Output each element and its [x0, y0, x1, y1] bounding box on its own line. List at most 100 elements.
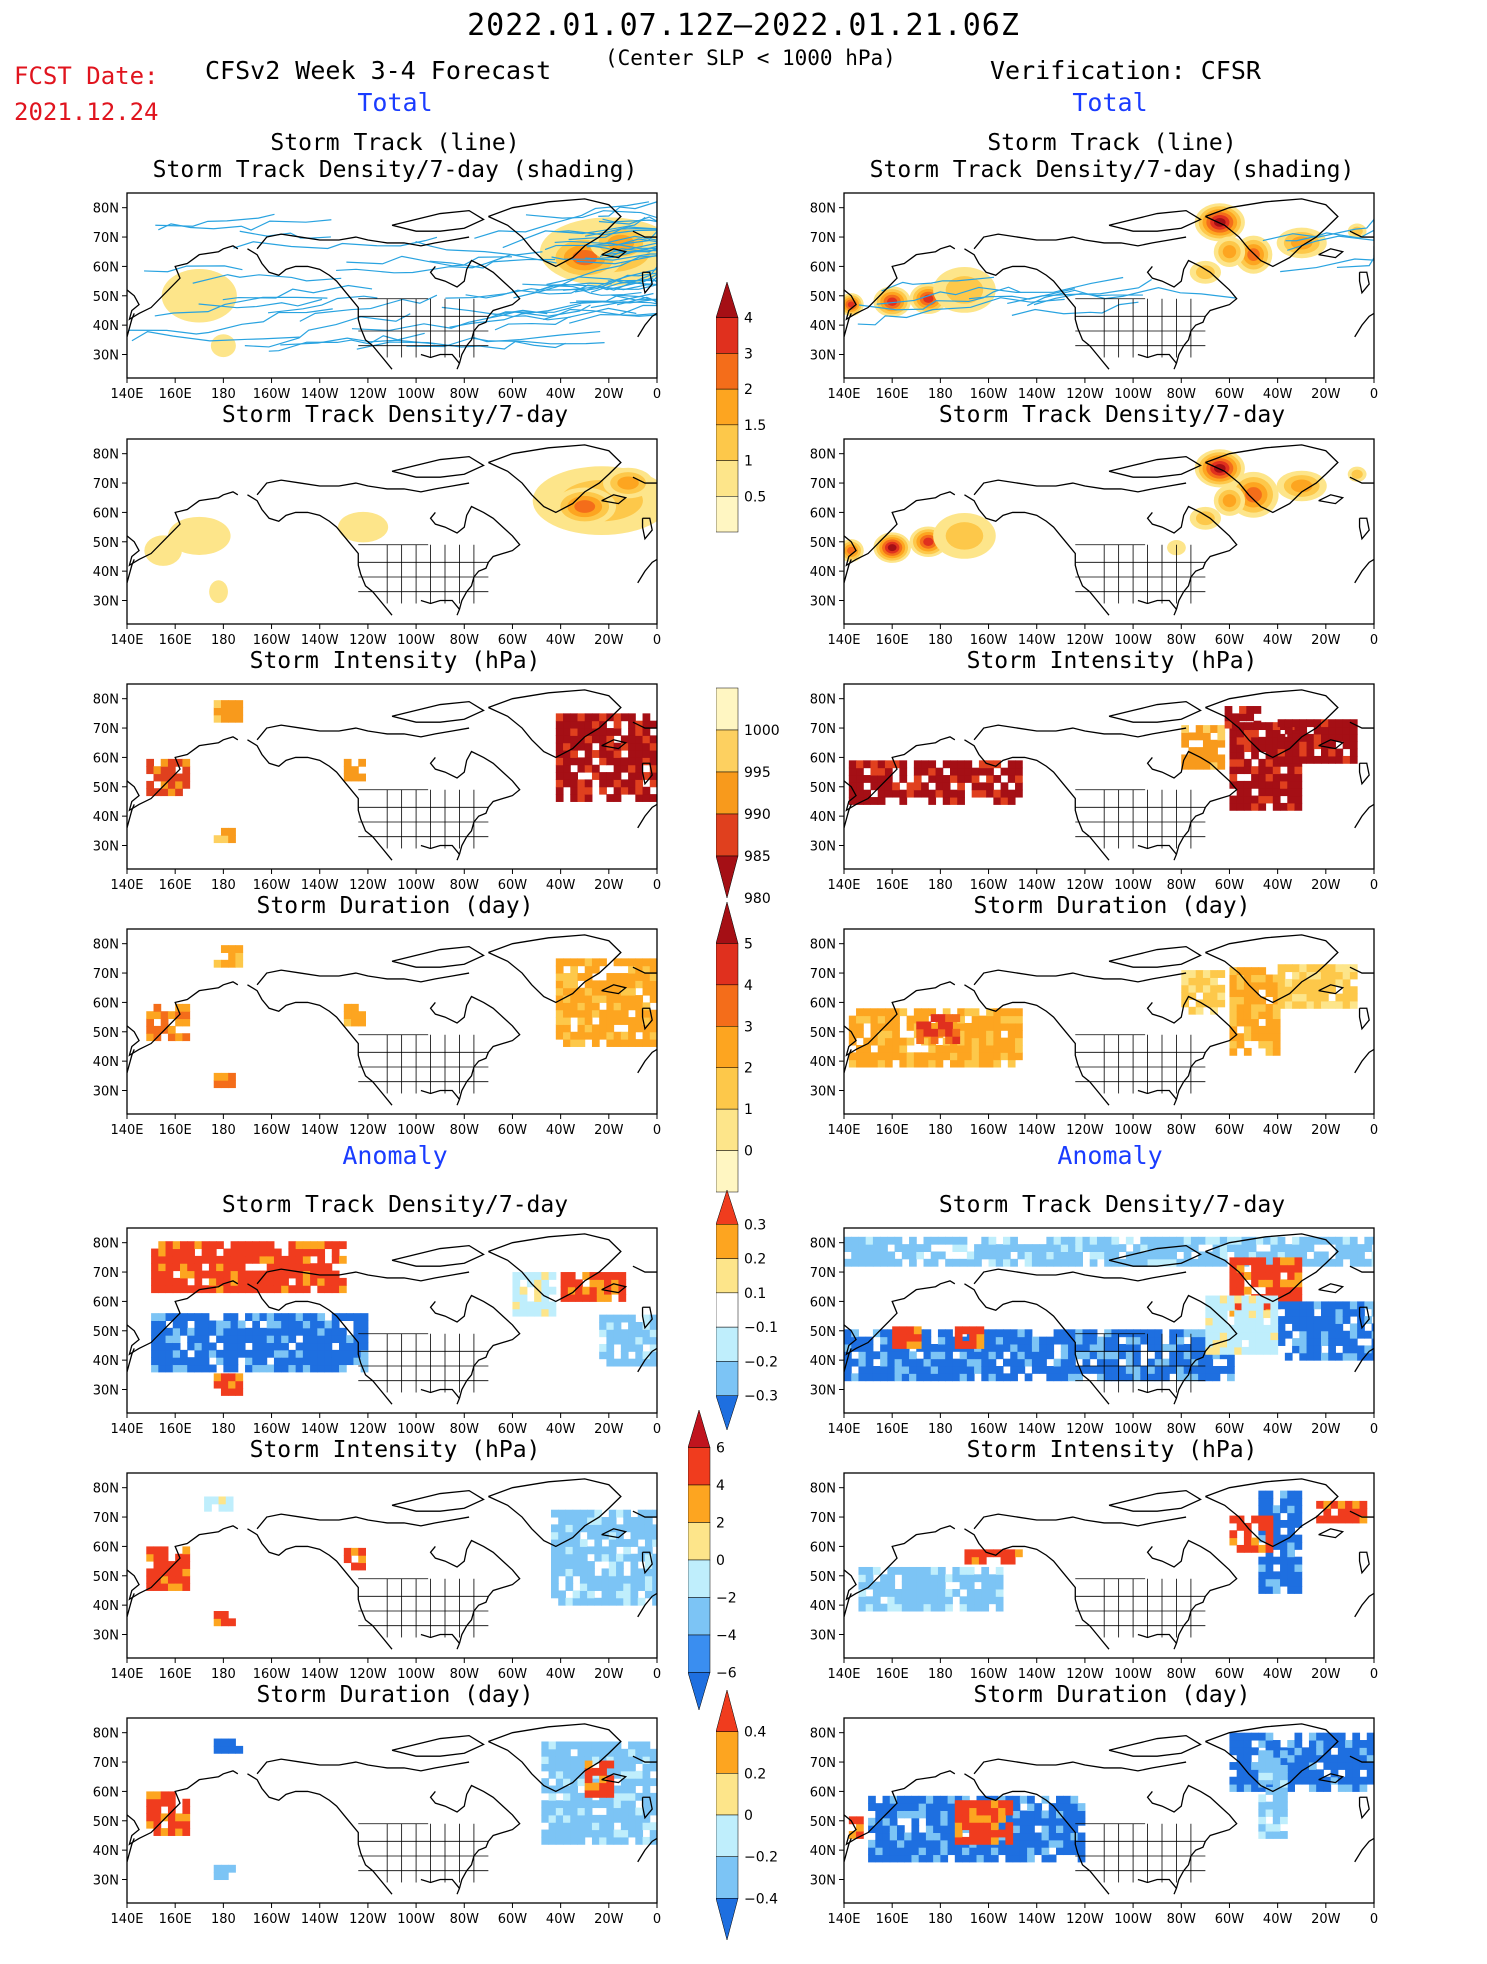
grid-cell	[1272, 1586, 1281, 1594]
grid-cell	[281, 1255, 289, 1264]
grid-cell	[1292, 1236, 1300, 1245]
grid-cell	[541, 1829, 550, 1838]
grid-cell	[635, 750, 644, 758]
grid-cell	[259, 1335, 268, 1344]
map-frame	[126, 1717, 658, 1904]
storm-track-line	[615, 270, 657, 293]
grid-cell	[1118, 1329, 1127, 1338]
grid-cell	[613, 1836, 622, 1845]
grid-cell	[1118, 1351, 1127, 1360]
grid-cell	[1190, 1343, 1199, 1352]
grid-cell	[880, 1603, 888, 1612]
grid-cell	[1205, 1258, 1214, 1267]
grid-cell	[1246, 713, 1255, 722]
grid-cell	[1068, 1244, 1076, 1252]
grid-cell	[1287, 1272, 1295, 1280]
grid-cell	[360, 1335, 369, 1344]
grid-cell	[1070, 1810, 1079, 1819]
lat-tick-label: 60N	[93, 260, 119, 275]
grid-cell	[620, 995, 629, 1003]
grid-cell	[572, 1524, 581, 1533]
grid-cell	[1236, 1003, 1245, 1012]
grid-cell	[563, 1778, 571, 1787]
grid-cell	[981, 1366, 990, 1374]
grid-cell	[606, 779, 615, 788]
grid-cell	[1236, 1784, 1245, 1792]
grid-cell	[1063, 1795, 1071, 1804]
grid-cell	[1342, 1352, 1351, 1361]
grid-cell	[1063, 1839, 1071, 1848]
coastline	[641, 271, 653, 295]
grid-cell	[901, 1596, 910, 1605]
grid-cell	[1258, 1522, 1267, 1531]
grid-cell	[1316, 1776, 1324, 1785]
grid-cell	[1265, 1279, 1274, 1288]
grid-cell	[642, 1336, 651, 1345]
grid-cell	[1277, 719, 1286, 728]
grid-cell	[1053, 1366, 1062, 1374]
grid-cell	[1294, 766, 1303, 775]
grid-cell	[1287, 1294, 1295, 1302]
storm-track-line	[346, 255, 513, 267]
grid-cell	[1277, 1330, 1286, 1339]
lon-tick-label: 160W	[253, 1667, 291, 1682]
lon-tick-label: 40W	[1263, 1123, 1293, 1138]
grid-cell	[1229, 967, 1238, 976]
lon-tick-label: 0	[1370, 387, 1378, 402]
grid-cell	[856, 1052, 864, 1061]
grid-cell	[642, 987, 651, 996]
grid-cell	[180, 1313, 188, 1321]
grid-cell	[880, 1581, 888, 1590]
grid-cell	[1046, 1258, 1055, 1267]
lon-tick-label: 100W	[1114, 387, 1152, 402]
grid-cell	[1176, 1366, 1185, 1374]
lat-tick-label: 50N	[93, 290, 119, 305]
grid-cell	[882, 1854, 891, 1863]
grid-cell	[916, 1021, 924, 1030]
grid-cell	[988, 1251, 997, 1260]
grid-cell	[1034, 1810, 1043, 1819]
lon-tick-label: 40W	[546, 1912, 576, 1927]
grid-cell	[589, 1286, 598, 1295]
grid-cell	[916, 1574, 924, 1583]
grid-cell	[930, 1028, 939, 1037]
storm-track-line	[598, 214, 657, 225]
grid-cell	[273, 1327, 282, 1336]
grid-cell	[913, 760, 922, 769]
grid-cell	[1005, 1854, 1014, 1863]
grid-cell	[599, 713, 607, 722]
grid-cell	[180, 1241, 188, 1250]
grid-cell	[201, 1248, 210, 1257]
coastline	[488, 198, 622, 268]
lat-tick-label: 80N	[810, 448, 836, 463]
grid-cell	[1301, 1747, 1310, 1756]
grid-cell	[1068, 1351, 1076, 1360]
grid-cell	[1349, 964, 1358, 973]
grid-cell	[1342, 755, 1351, 764]
grid-cell	[1210, 977, 1218, 986]
lat-tick-label: 50N	[810, 1026, 836, 1041]
grid-cell	[1003, 1343, 1011, 1352]
grid-cell	[1299, 1236, 1308, 1245]
grid-cell	[945, 1021, 953, 1030]
grid-cell	[591, 1800, 600, 1809]
grid-cell	[952, 1358, 961, 1367]
grid-cell	[1236, 1544, 1245, 1553]
grid-cell	[887, 1236, 896, 1245]
grid-cell	[892, 789, 900, 798]
grid-cell	[570, 779, 578, 788]
grid-cell	[964, 1556, 973, 1565]
lon-tick-label: 60W	[498, 1667, 528, 1682]
grid-cell	[930, 1366, 939, 1374]
grid-cell	[649, 1807, 657, 1816]
grid-cell	[1272, 780, 1281, 789]
grid-cell	[649, 1756, 657, 1765]
lat-tick-label: 40N	[810, 319, 836, 334]
grid-cell	[1015, 1008, 1023, 1017]
grid-cell	[858, 1336, 867, 1345]
grid-cell	[863, 1044, 871, 1053]
grid-cell	[1082, 1244, 1091, 1252]
grid-cell	[281, 1342, 289, 1351]
grid-cell	[1219, 1339, 1228, 1348]
